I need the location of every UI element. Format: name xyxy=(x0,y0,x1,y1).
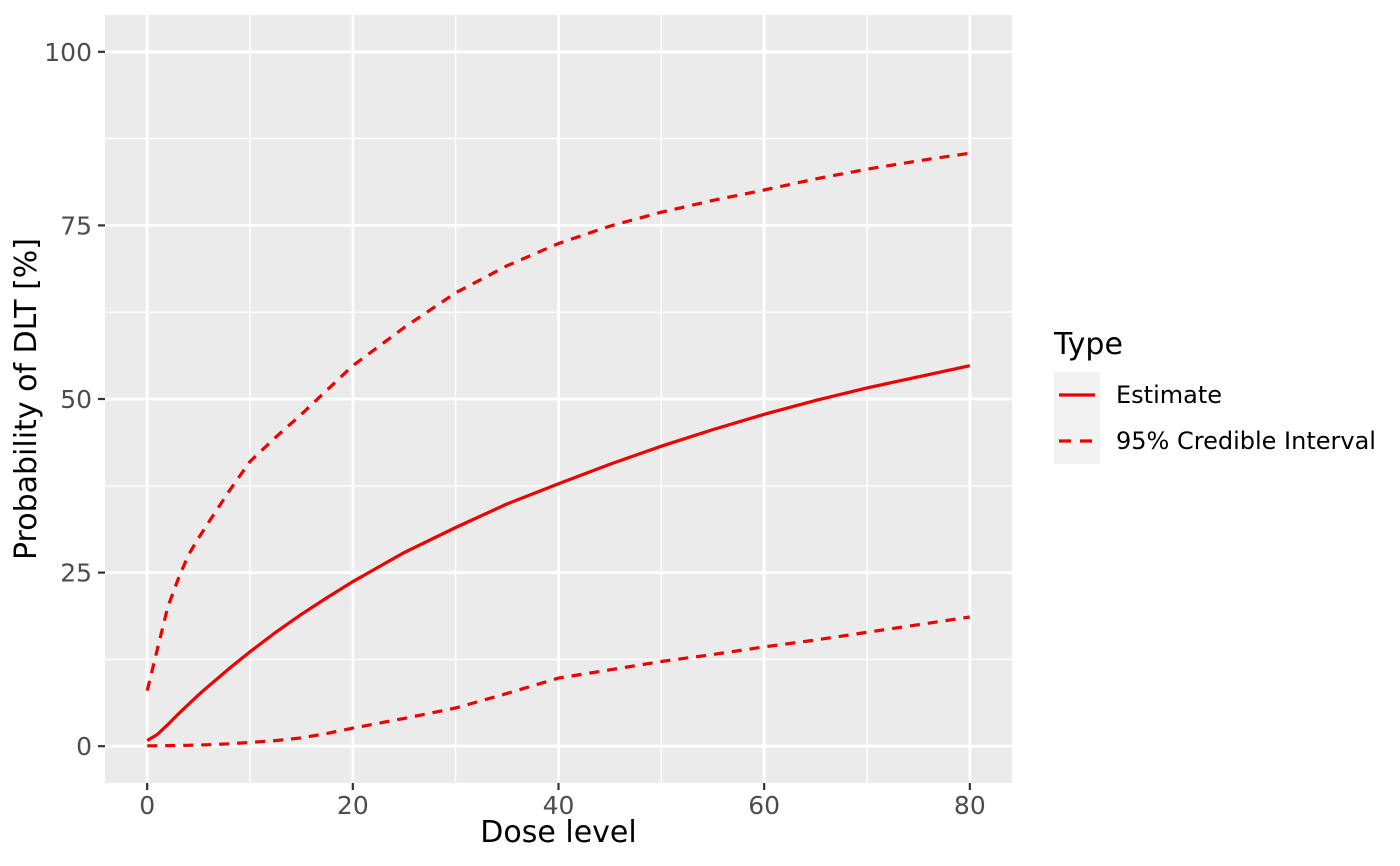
series-line-estimate xyxy=(146,364,971,742)
dashed-line-icon xyxy=(1059,439,1095,443)
x-tick-label: 20 xyxy=(337,791,369,820)
legend-title: Type xyxy=(1054,327,1123,362)
series-line-95-credible-interval-upper xyxy=(145,151,971,691)
x-axis-title: Dose level xyxy=(480,815,637,850)
legend-key xyxy=(1054,372,1100,418)
legend-entry-credible-interval: 95% Credible Interval xyxy=(1054,418,1376,464)
legend-key xyxy=(1054,418,1100,464)
legend-entry-label: 95% Credible Interval xyxy=(1116,427,1376,455)
y-tick-label: 100 xyxy=(44,38,92,67)
solid-line-icon xyxy=(1059,393,1095,397)
y-tick-label: 50 xyxy=(60,385,92,414)
y-tick-label: 25 xyxy=(60,559,92,588)
legend-entry-estimate: Estimate xyxy=(1054,372,1376,418)
y-tick-label: 75 xyxy=(60,211,92,240)
x-tick-label: 0 xyxy=(139,791,155,820)
series-line-95-credible-interval-lower xyxy=(147,615,971,748)
legend-entry-label: Estimate xyxy=(1116,381,1223,409)
y-tick-label: 0 xyxy=(76,732,92,761)
y-axis-title: Probability of DLT [%] xyxy=(8,237,44,561)
x-tick-label: 80 xyxy=(954,791,986,820)
x-tick-label: 40 xyxy=(543,791,575,820)
legend: Type Estimate 95% Credible Interval xyxy=(1054,327,1376,464)
x-tick-label: 60 xyxy=(748,791,780,820)
